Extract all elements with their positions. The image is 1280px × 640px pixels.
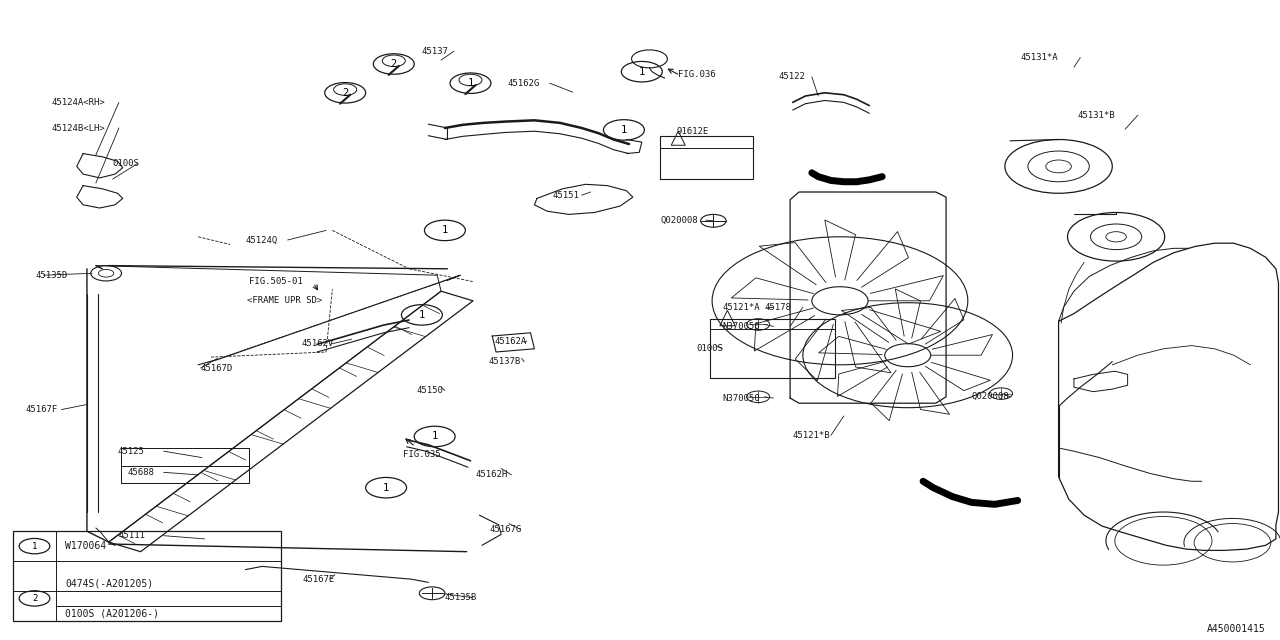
Text: 1: 1 [639, 67, 645, 77]
Text: Q020008: Q020008 [660, 216, 699, 225]
Text: 1: 1 [621, 125, 627, 135]
Text: Q020008: Q020008 [972, 392, 1009, 401]
Text: 45135D: 45135D [36, 271, 68, 280]
Text: 45167G: 45167G [490, 525, 522, 534]
Text: 45688: 45688 [128, 468, 155, 477]
Text: 1: 1 [419, 310, 425, 320]
Text: 45178: 45178 [764, 303, 791, 312]
Text: 45162A: 45162A [495, 337, 527, 346]
Text: 45137B: 45137B [489, 357, 521, 366]
Text: 0474S(-A201205): 0474S(-A201205) [65, 579, 154, 588]
Text: <FRAME UPR SD>: <FRAME UPR SD> [247, 296, 323, 305]
Text: 1: 1 [383, 483, 389, 493]
Bar [122, 448, 250, 483]
Text: 0100S (A201206-): 0100S (A201206-) [65, 609, 159, 618]
Text: 1: 1 [32, 541, 37, 550]
Text: 45151: 45151 [552, 191, 579, 200]
Text: 45167D: 45167D [201, 364, 233, 372]
Text: FIG.036: FIG.036 [677, 70, 716, 79]
Text: 45122: 45122 [778, 72, 805, 81]
Text: 45124B<LH>: 45124B<LH> [51, 124, 105, 132]
Text: 0100S: 0100S [113, 159, 140, 168]
Text: 45137: 45137 [422, 47, 449, 56]
Text: 45131*B: 45131*B [1078, 111, 1115, 120]
Text: FIG.505-01: FIG.505-01 [250, 277, 303, 286]
Bar [709, 319, 835, 378]
Bar [13, 531, 282, 621]
Text: 2: 2 [390, 59, 397, 69]
Text: 1: 1 [467, 78, 474, 88]
Text: 45121*A: 45121*A [722, 303, 760, 312]
Text: 45162H: 45162H [476, 470, 508, 479]
Text: 45124Q: 45124Q [246, 236, 278, 244]
Text: 45125: 45125 [118, 447, 145, 456]
Text: 45167E: 45167E [303, 575, 335, 584]
Text: 45162V: 45162V [302, 339, 334, 348]
Bar [659, 136, 753, 179]
Text: A450001415: A450001415 [1207, 623, 1266, 634]
Text: 45124A<RH>: 45124A<RH> [51, 98, 105, 107]
Text: N370050: N370050 [722, 394, 760, 403]
Text: 45121*B: 45121*B [792, 431, 831, 440]
Text: 2: 2 [32, 594, 37, 603]
Text: 45135B: 45135B [445, 593, 477, 602]
Text: N370050: N370050 [722, 322, 760, 331]
Text: 45131*A: 45131*A [1020, 53, 1057, 62]
Text: W170064: W170064 [65, 541, 106, 551]
Text: 1: 1 [442, 225, 448, 236]
Text: 45111: 45111 [119, 531, 146, 540]
Text: 91612E: 91612E [676, 127, 709, 136]
Text: 45162G: 45162G [508, 79, 540, 88]
Text: 45167F: 45167F [26, 405, 58, 414]
Text: FIG.035: FIG.035 [403, 450, 440, 459]
Text: 1: 1 [431, 431, 438, 442]
Text: 0100S: 0100S [696, 344, 723, 353]
Text: 2: 2 [342, 88, 348, 98]
Text: 45150: 45150 [417, 386, 444, 395]
